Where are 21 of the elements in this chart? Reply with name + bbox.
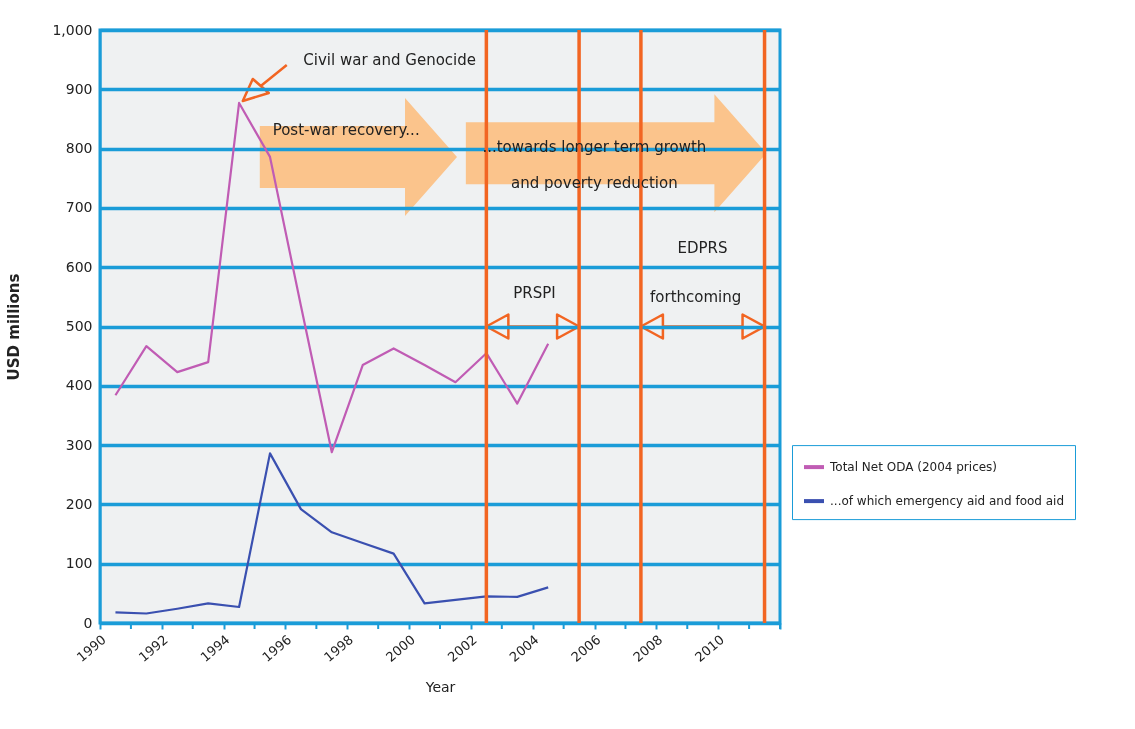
y-tick-label: 700 [65,199,93,216]
annotation: Post-war recovery... [272,121,420,140]
x-axis-title: Year [424,678,456,695]
legend-label: ...of which emergency aid and food aid [830,494,1065,509]
y-tick-label: 300 [65,436,93,453]
y-axis-title: USD millions [5,273,24,381]
y-tick-label: 800 [65,140,93,157]
y-tick-label: 200 [65,495,93,512]
annotation: PRSPI [513,283,556,302]
y-tick-label: 1,000 [52,21,93,38]
y-tick-label: 900 [65,80,93,97]
legend-label: Total Net ODA (2004 prices) [829,460,998,475]
line-series [114,452,550,615]
y-tick-label: 400 [65,377,93,394]
y-tick-label: 600 [65,258,93,275]
annotation: EDPRS [677,239,728,258]
annotation: Civil war and Genocide [303,50,477,69]
y-tick-label: 100 [65,555,93,572]
y-tick-label: 0 [83,614,93,631]
y-tick-label: 500 [65,318,93,334]
annotation: forthcoming [650,287,742,306]
